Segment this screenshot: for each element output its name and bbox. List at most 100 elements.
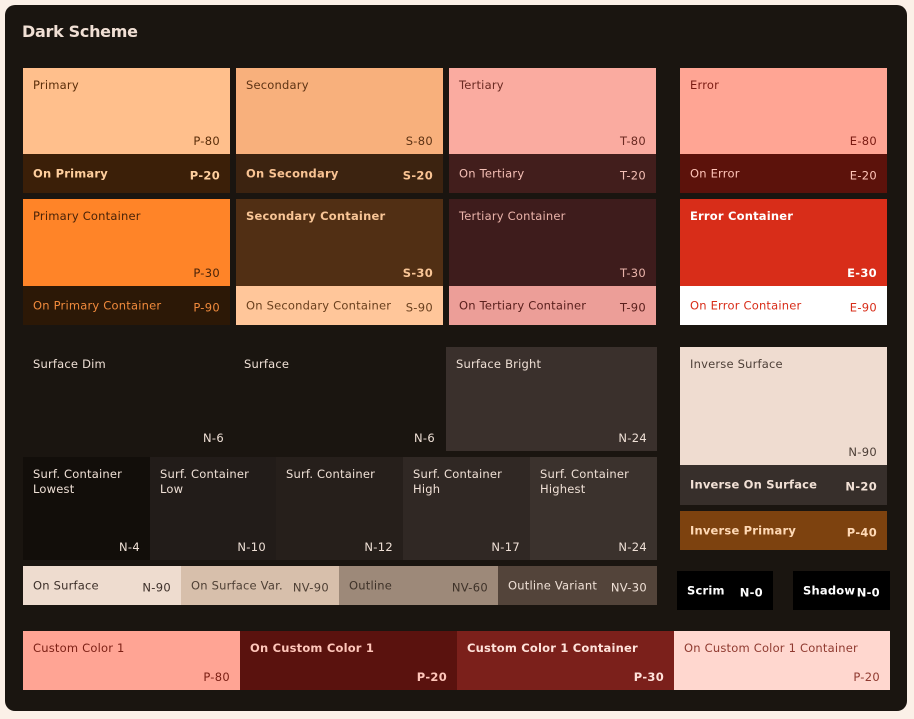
swatch-name: On Tertiary Container (459, 298, 587, 312)
swatch-code: P-30 (193, 266, 220, 280)
swatch-tertiary-container[interactable]: Tertiary Container T-30 (449, 199, 656, 286)
swatch-name: Inverse Surface (690, 357, 783, 371)
swatch-code: E-80 (849, 134, 877, 148)
swatch-name: Surface (244, 357, 290, 371)
swatch-code: N-0 (739, 584, 763, 599)
swatch-code: T-20 (620, 167, 646, 182)
swatch-code: N-0 (856, 584, 880, 599)
swatch-secondary-container[interactable]: Secondary Container S-30 (236, 199, 443, 286)
swatch-surface-bright[interactable]: Surface Bright N-24 (446, 347, 657, 451)
swatch-secondary[interactable]: Secondary S-80 (236, 68, 443, 154)
swatch-name: Custom Color 1 (33, 641, 125, 655)
swatch-code: P-20 (416, 670, 447, 684)
swatch-name: Tertiary Container (459, 209, 566, 223)
swatch-name: On Tertiary (459, 166, 525, 180)
swatch-name: Outline (349, 578, 393, 592)
swatch-code: E-20 (849, 167, 877, 182)
swatch-name: Surf. Container Low (160, 467, 250, 496)
swatch-custom-color-1-container[interactable]: Custom Color 1 Container P-30 (457, 631, 674, 690)
swatch-name: On Primary Container (33, 298, 162, 312)
swatch-name: Secondary Container (246, 209, 386, 223)
swatch-name: Primary Container (33, 209, 141, 223)
swatch-custom-color-1[interactable]: Custom Color 1 P-80 (23, 631, 240, 690)
swatch-name: On Primary (33, 166, 108, 180)
swatch-on-primary[interactable]: On Primary P-20 (23, 154, 230, 193)
swatch-code: N-10 (237, 540, 266, 554)
swatch-outline[interactable]: Outline NV-60 (339, 566, 498, 605)
swatch-error[interactable]: Error E-80 (680, 68, 887, 154)
swatch-name: Shadow (803, 583, 856, 597)
swatch-surf-container-high[interactable]: Surf. Container High N-17 (403, 457, 530, 560)
swatch-inverse-primary[interactable]: Inverse Primary P-40 (680, 511, 887, 550)
swatch-tertiary[interactable]: Tertiary T-80 (449, 68, 656, 154)
swatch-name: Surf. Container Highest (540, 467, 630, 496)
swatch-name: Inverse On Surface (690, 477, 818, 492)
swatch-code: NV-60 (451, 579, 488, 594)
swatch-code: P-80 (203, 670, 230, 684)
swatch-name: Secondary (246, 78, 309, 92)
swatch-code: N-24 (618, 540, 647, 554)
scheme-title: Dark Scheme (22, 22, 138, 41)
swatch-on-custom-color-1[interactable]: On Custom Color 1 P-20 (240, 631, 457, 690)
swatch-surface-dim[interactable]: Surface Dim N-6 (23, 347, 234, 451)
swatch-code: P-30 (633, 670, 664, 684)
swatch-name: On Surface (33, 578, 99, 592)
swatch-name: On Custom Color 1 (250, 641, 375, 655)
swatch-surface[interactable]: Surface N-6 (234, 347, 445, 451)
swatch-on-tertiary-container[interactable]: On Tertiary Container T-90 (449, 286, 656, 325)
swatch-name: On Error (690, 166, 740, 180)
swatch-on-custom-color-1-container[interactable]: On Custom Color 1 Container P-20 (674, 631, 890, 690)
swatch-on-error-container[interactable]: On Error Container E-90 (680, 286, 887, 325)
swatch-name: Scrim (687, 583, 725, 597)
swatch-code: N-24 (618, 431, 647, 445)
swatch-name: On Custom Color 1 Container (684, 641, 858, 655)
swatch-name: On Secondary (246, 166, 339, 180)
swatch-name: Outline Variant (508, 578, 598, 592)
swatch-outline-variant[interactable]: Outline Variant NV-30 (498, 566, 657, 605)
swatch-scrim[interactable]: Scrim N-0 (677, 571, 773, 610)
swatch-name: On Secondary Container (246, 298, 392, 312)
swatch-code: N-6 (414, 431, 435, 445)
swatch-code: P-40 (846, 524, 877, 539)
swatch-code: T-90 (620, 299, 646, 314)
swatch-on-surface-variant[interactable]: On Surface Var. NV-90 (181, 566, 339, 605)
swatch-code: N-17 (491, 540, 520, 554)
swatch-name: Surf. Container High (413, 467, 503, 496)
swatch-name: Primary (33, 78, 79, 92)
swatch-name: Surface Dim (33, 357, 106, 371)
swatch-code: S-80 (405, 134, 433, 148)
swatch-name: Surface Bright (456, 357, 542, 371)
swatch-code: P-20 (189, 167, 220, 182)
swatch-shadow[interactable]: Shadow N-0 (793, 571, 890, 610)
swatch-code: T-80 (620, 134, 646, 148)
swatch-name: Tertiary (459, 78, 504, 92)
swatch-code: S-20 (402, 167, 433, 182)
swatch-inverse-surface[interactable]: Inverse Surface N-90 (680, 347, 887, 465)
swatch-name: On Error Container (690, 298, 802, 312)
swatch-code: E-90 (849, 299, 877, 314)
swatch-name: Inverse Primary (690, 523, 797, 537)
swatch-primary-container[interactable]: Primary Container P-30 (23, 199, 230, 286)
swatch-name: Surf. Container (286, 467, 376, 481)
swatch-on-secondary-container[interactable]: On Secondary Container S-90 (236, 286, 443, 325)
swatch-name: Error Container (690, 209, 794, 223)
swatch-on-error[interactable]: On Error E-20 (680, 154, 887, 193)
swatch-code: P-80 (193, 134, 220, 148)
swatch-surf-container-highest[interactable]: Surf. Container Highest N-24 (530, 457, 657, 560)
swatch-on-surface[interactable]: On Surface N-90 (23, 566, 181, 605)
swatch-surf-container-lowest[interactable]: Surf. Container Lowest N-4 (23, 457, 150, 560)
swatch-inverse-on-surface[interactable]: Inverse On Surface N-20 (680, 465, 887, 505)
swatch-code: N-90 (142, 579, 171, 594)
swatch-on-secondary[interactable]: On Secondary S-20 (236, 154, 443, 193)
swatch-code: P-90 (193, 299, 220, 314)
swatch-name: Custom Color 1 Container (467, 641, 638, 655)
swatch-surf-container-low[interactable]: Surf. Container Low N-10 (150, 457, 276, 560)
swatch-error-container[interactable]: Error Container E-30 (680, 199, 887, 286)
swatch-name: Error (690, 78, 720, 92)
swatch-code: N-20 (845, 479, 877, 494)
swatch-on-primary-container[interactable]: On Primary Container P-90 (23, 286, 230, 325)
swatch-surf-container[interactable]: Surf. Container N-12 (276, 457, 403, 560)
swatch-primary[interactable]: Primary P-80 (23, 68, 230, 154)
swatch-code: E-30 (847, 266, 877, 280)
swatch-on-tertiary[interactable]: On Tertiary T-20 (449, 154, 656, 193)
